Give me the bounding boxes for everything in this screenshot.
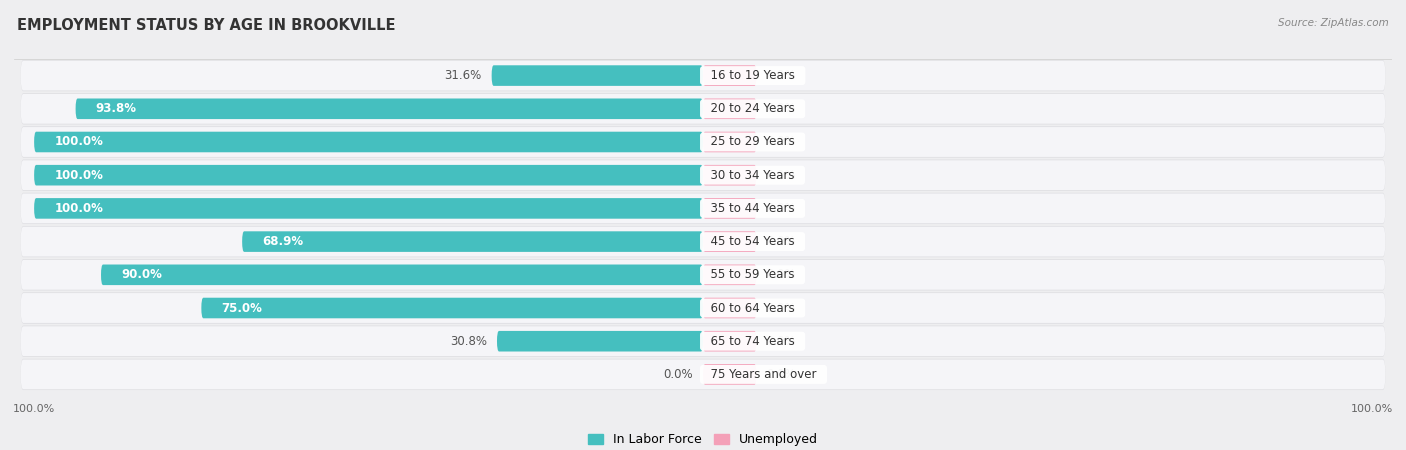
- Text: 100.0%: 100.0%: [55, 169, 103, 182]
- Text: 90.0%: 90.0%: [121, 268, 162, 281]
- Text: 0.0%: 0.0%: [766, 368, 796, 381]
- Text: 100.0%: 100.0%: [55, 202, 103, 215]
- FancyBboxPatch shape: [242, 231, 703, 252]
- FancyBboxPatch shape: [76, 99, 703, 119]
- Text: 100.0%: 100.0%: [55, 135, 103, 148]
- FancyBboxPatch shape: [21, 292, 1385, 324]
- FancyBboxPatch shape: [201, 298, 703, 318]
- Text: 30.8%: 30.8%: [450, 335, 486, 348]
- Text: 25 to 29 Years: 25 to 29 Years: [703, 135, 803, 148]
- FancyBboxPatch shape: [21, 226, 1385, 257]
- FancyBboxPatch shape: [21, 61, 1385, 90]
- Text: 0.0%: 0.0%: [766, 102, 796, 115]
- Text: 30 to 34 Years: 30 to 34 Years: [703, 169, 801, 182]
- Text: 60 to 64 Years: 60 to 64 Years: [703, 302, 803, 315]
- Text: 20 to 24 Years: 20 to 24 Years: [703, 102, 803, 115]
- FancyBboxPatch shape: [21, 293, 1385, 323]
- FancyBboxPatch shape: [21, 93, 1385, 124]
- FancyBboxPatch shape: [703, 265, 756, 285]
- FancyBboxPatch shape: [21, 326, 1385, 357]
- FancyBboxPatch shape: [703, 165, 756, 185]
- FancyBboxPatch shape: [21, 259, 1385, 290]
- Text: 75 Years and over: 75 Years and over: [703, 368, 824, 381]
- FancyBboxPatch shape: [34, 132, 703, 152]
- Text: 31.6%: 31.6%: [444, 69, 482, 82]
- Text: 0.0%: 0.0%: [766, 169, 796, 182]
- Text: 0.0%: 0.0%: [766, 302, 796, 315]
- FancyBboxPatch shape: [703, 132, 756, 152]
- FancyBboxPatch shape: [21, 126, 1385, 158]
- FancyBboxPatch shape: [21, 260, 1385, 290]
- FancyBboxPatch shape: [703, 331, 756, 351]
- FancyBboxPatch shape: [21, 127, 1385, 157]
- FancyBboxPatch shape: [21, 194, 1385, 223]
- FancyBboxPatch shape: [703, 65, 756, 86]
- Text: 16 to 19 Years: 16 to 19 Years: [703, 69, 803, 82]
- FancyBboxPatch shape: [101, 265, 703, 285]
- Text: 0.0%: 0.0%: [766, 235, 796, 248]
- Text: 65 to 74 Years: 65 to 74 Years: [703, 335, 803, 348]
- Text: 45 to 54 Years: 45 to 54 Years: [703, 235, 803, 248]
- Legend: In Labor Force, Unemployed: In Labor Force, Unemployed: [583, 428, 823, 450]
- FancyBboxPatch shape: [703, 198, 756, 219]
- FancyBboxPatch shape: [21, 94, 1385, 124]
- FancyBboxPatch shape: [703, 231, 756, 252]
- Text: 0.0%: 0.0%: [766, 202, 796, 215]
- Text: 68.9%: 68.9%: [262, 235, 304, 248]
- FancyBboxPatch shape: [21, 160, 1385, 191]
- Text: 93.8%: 93.8%: [96, 102, 136, 115]
- FancyBboxPatch shape: [21, 60, 1385, 91]
- FancyBboxPatch shape: [34, 165, 703, 185]
- FancyBboxPatch shape: [21, 160, 1385, 190]
- Text: EMPLOYMENT STATUS BY AGE IN BROOKVILLE: EMPLOYMENT STATUS BY AGE IN BROOKVILLE: [17, 18, 395, 33]
- Text: 0.0%: 0.0%: [766, 69, 796, 82]
- FancyBboxPatch shape: [21, 193, 1385, 224]
- FancyBboxPatch shape: [492, 65, 703, 86]
- Text: 0.0%: 0.0%: [766, 268, 796, 281]
- Text: 75.0%: 75.0%: [221, 302, 263, 315]
- Text: Source: ZipAtlas.com: Source: ZipAtlas.com: [1278, 18, 1389, 28]
- FancyBboxPatch shape: [34, 198, 703, 219]
- Text: 0.0%: 0.0%: [766, 335, 796, 348]
- Text: 35 to 44 Years: 35 to 44 Years: [703, 202, 803, 215]
- Text: 0.0%: 0.0%: [766, 135, 796, 148]
- FancyBboxPatch shape: [703, 99, 756, 119]
- FancyBboxPatch shape: [496, 331, 703, 351]
- FancyBboxPatch shape: [21, 359, 1385, 390]
- FancyBboxPatch shape: [703, 298, 756, 318]
- FancyBboxPatch shape: [21, 227, 1385, 256]
- FancyBboxPatch shape: [703, 364, 756, 385]
- FancyBboxPatch shape: [21, 326, 1385, 356]
- FancyBboxPatch shape: [21, 360, 1385, 389]
- Text: 55 to 59 Years: 55 to 59 Years: [703, 268, 801, 281]
- Text: 0.0%: 0.0%: [664, 368, 693, 381]
